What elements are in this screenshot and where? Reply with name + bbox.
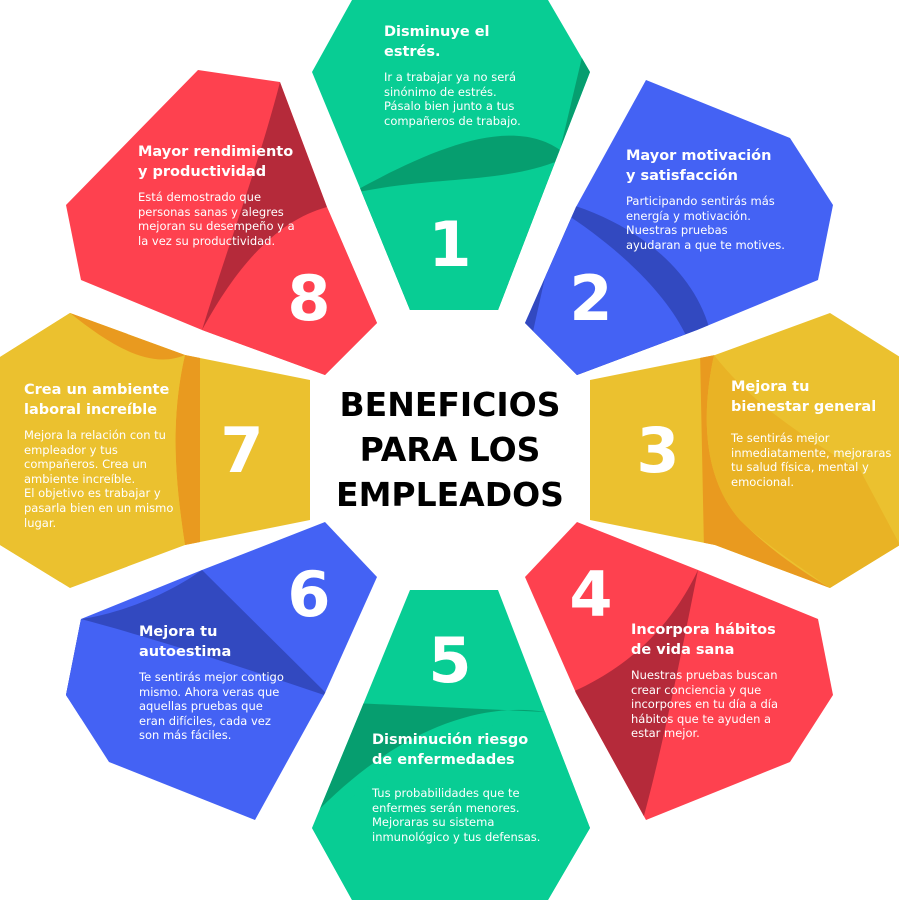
petal-3-text: Mejora tu bienestar general Te sentirás … (731, 377, 896, 489)
petal-5-title: Disminución riesgo de enfermedades (372, 732, 529, 768)
petal-2-description: Participando sentirás más energía y moti… (626, 194, 785, 252)
petal-2-text: Mayor motivación y satisfacción Particip… (626, 146, 816, 252)
petal-8-number: 8 (287, 262, 330, 335)
petal-7-text: Crea un ambiente laboral increíble Mejor… (24, 380, 189, 530)
petal-6-description: Te sentirás mejor contigo mismo. Ahora v… (139, 670, 284, 743)
petal-7-number: 7 (220, 414, 263, 487)
petal-5-number: 5 (428, 624, 471, 697)
petal-6-text: Mejora tu autoestima Te sentirás mejor c… (139, 622, 304, 743)
petal-7-title: Crea un ambiente laboral increíble (24, 382, 170, 418)
petal-6-number: 6 (287, 558, 330, 631)
center-title: BENEFICIOS PARA LOS EMPLEADOS (336, 385, 564, 514)
petal-4: 4 (525, 522, 833, 820)
petal-1-number: 1 (428, 208, 471, 281)
petal-1-description: Ir a trabajar ya no será sinónimo de est… (384, 70, 521, 128)
petal-8-description: Está demostrado que personas sanas y ale… (138, 190, 295, 248)
petal-1-text: Disminuye el estrés. Ir a trabajar ya no… (384, 22, 534, 128)
petal-3: 3 (590, 313, 899, 588)
petal-5: 5 (312, 590, 590, 900)
petal-6: 6 (66, 522, 377, 820)
petal-4-description: Nuestras pruebas buscan crear conciencia… (631, 668, 779, 741)
petal-5-description: Tus probabilidades que te enfermes serán… (372, 786, 541, 844)
petal-6-title: Mejora tu autoestima (139, 624, 232, 660)
petal-2-title: Mayor motivación y satisfacción (626, 148, 772, 184)
petal-5-text: Disminución riesgo de enfermedades Tus p… (372, 730, 572, 844)
petal-8-text: Mayor rendimiento y productividad Está d… (138, 142, 328, 248)
petal-2-number: 2 (569, 262, 612, 335)
petal-8-title: Mayor rendimiento y productividad (138, 144, 294, 180)
petal-3-title: Mejora tu bienestar general (731, 379, 877, 415)
petal-4-number: 4 (569, 558, 612, 631)
petal-1-title: Disminuye el estrés. (384, 24, 490, 60)
petal-4-text: Incorpora hábitos de vida sana Nuestras … (631, 620, 806, 741)
petal-4-title: Incorpora hábitos de vida sana (631, 622, 776, 658)
petal-3-description: Te sentirás mejor inmediatamente, mejora… (731, 431, 892, 489)
petal-3-number: 3 (636, 414, 679, 487)
petal-7-description: Mejora la relación con tu empleador y tu… (24, 428, 174, 530)
petal-8: 8 (66, 70, 377, 375)
